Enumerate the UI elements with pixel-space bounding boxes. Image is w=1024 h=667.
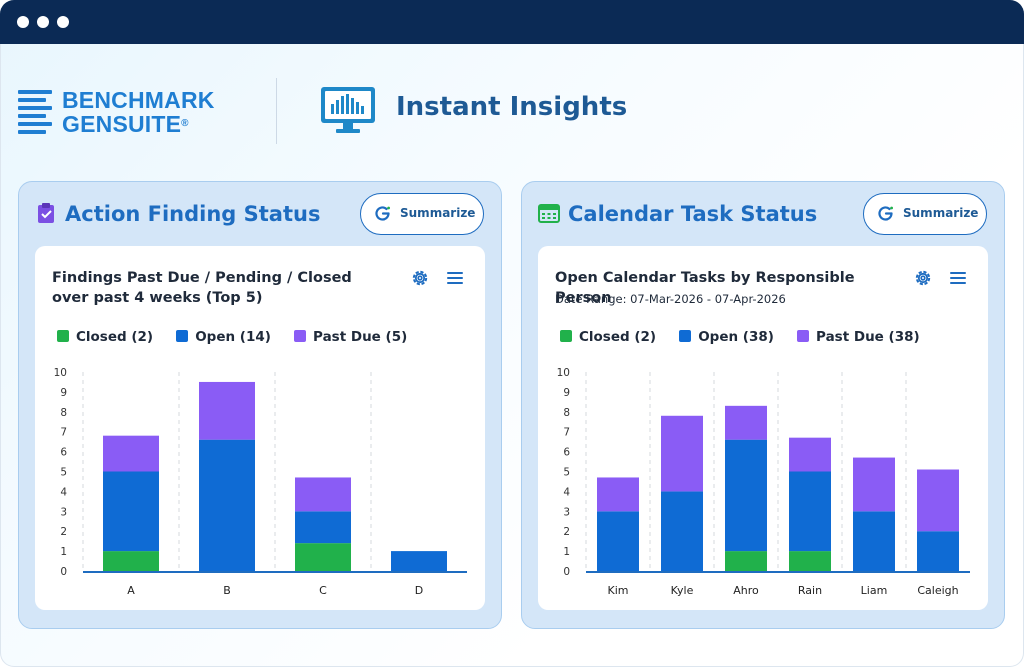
y-tick-label: 4	[563, 486, 570, 498]
window-dot-icon[interactable]	[37, 16, 49, 28]
y-tick-label: 10	[557, 367, 570, 379]
bar-segment-open[interactable]	[597, 511, 639, 571]
ai-summarize-icon	[878, 206, 893, 221]
summarize-label: Summarize	[400, 206, 476, 220]
benchmark-gensuite-logo: BENCHMARK GENSUITE®	[18, 88, 228, 136]
y-tick-label: 9	[60, 387, 67, 399]
y-tick-label: 2	[563, 526, 570, 538]
x-tick-label: C	[319, 584, 327, 597]
bar-segment-open[interactable]	[295, 511, 351, 544]
bar-segment-past_due[interactable]	[295, 477, 351, 512]
y-tick-label: 9	[563, 387, 570, 399]
brand-line-1: BENCHMARK	[62, 87, 215, 113]
x-tick-label: Ahro	[733, 584, 759, 597]
y-tick-label: 5	[60, 467, 67, 479]
panel-title: Action Finding Status	[65, 202, 321, 226]
window-titlebar	[0, 0, 1024, 44]
y-tick-label: 3	[60, 506, 67, 518]
bar-segment-open[interactable]	[917, 531, 959, 571]
y-tick-label: 4	[60, 486, 67, 498]
y-tick-label: 3	[563, 506, 570, 518]
y-tick-label: 8	[563, 407, 570, 419]
window-dot-icon[interactable]	[17, 16, 29, 28]
header-divider	[276, 78, 277, 144]
bar-segment-closed[interactable]	[725, 551, 767, 571]
bar-segment-open[interactable]	[103, 471, 159, 552]
bar-segment-past_due[interactable]	[661, 415, 703, 492]
gear-icon[interactable]	[913, 268, 933, 288]
chart-legend: Closed (2) Open (14) Past Due (5)	[57, 326, 425, 345]
x-tick-label: D	[415, 584, 423, 597]
calendar-icon	[538, 204, 560, 223]
ai-summarize-icon	[375, 206, 390, 221]
legend-item-open[interactable]: Open (14)	[176, 329, 271, 345]
chart-legend: Closed (2) Open (38) Past Due (38)	[560, 326, 938, 345]
date-range-subtitle: Date Range: 07-Mar-2026 - 07-Apr-2026	[555, 292, 786, 306]
bar-segment-closed[interactable]	[789, 551, 831, 571]
bar-segment-open[interactable]	[199, 439, 255, 571]
registered-mark: ®	[181, 118, 189, 129]
x-tick-label: Liam	[861, 584, 888, 597]
bar-segment-past_due[interactable]	[103, 435, 159, 472]
y-tick-label: 8	[60, 407, 67, 419]
summarize-button[interactable]: Summarize	[360, 193, 484, 235]
action-finding-panel: Action Finding Status Summarize Findings…	[18, 181, 502, 629]
x-tick-label: Rain	[798, 584, 822, 597]
y-tick-label: 6	[60, 447, 67, 459]
bar-segment-past_due[interactable]	[917, 469, 959, 532]
calendar-task-panel: Calendar Task Status Summarize Open Cale…	[521, 181, 1005, 629]
x-tick-label: Caleigh	[917, 584, 958, 597]
legend-item-closed[interactable]: Closed (2)	[560, 329, 656, 345]
y-tick-label: 0	[60, 566, 67, 578]
y-tick-label: 7	[60, 427, 67, 439]
x-tick-label: B	[223, 584, 231, 597]
chart-card: Open Calendar Tasks by Responsible Perso…	[538, 246, 988, 610]
bar-segment-closed[interactable]	[103, 551, 159, 571]
y-tick-label: 1	[60, 546, 67, 558]
bar-segment-past_due[interactable]	[199, 381, 255, 440]
y-tick-label: 1	[563, 546, 570, 558]
summarize-button[interactable]: Summarize	[863, 193, 987, 235]
legend-item-past-due[interactable]: Past Due (5)	[294, 329, 407, 345]
bar-segment-past_due[interactable]	[789, 437, 831, 472]
stacked-bar-chart: 0 1 2 3 4 5 6 7 8 9 10 A B C D	[54, 367, 467, 597]
bar-segment-open[interactable]	[853, 511, 895, 571]
panel-title: Calendar Task Status	[568, 202, 818, 226]
hamburger-menu-icon[interactable]	[445, 268, 465, 288]
bar-segment-closed[interactable]	[295, 543, 351, 571]
clipboard-check-icon	[38, 203, 54, 223]
bar-segment-open[interactable]	[661, 491, 703, 571]
bar-segment-past_due[interactable]	[725, 405, 767, 440]
y-tick-label: 5	[563, 467, 570, 479]
y-tick-label: 6	[563, 447, 570, 459]
logo-bars-icon	[18, 90, 52, 134]
bar-segment-past_due[interactable]	[853, 457, 895, 512]
y-tick-label: 2	[60, 526, 67, 538]
hamburger-menu-icon[interactable]	[948, 268, 968, 288]
y-tick-label: 0	[563, 566, 570, 578]
summarize-label: Summarize	[903, 206, 979, 220]
legend-item-open[interactable]: Open (38)	[679, 329, 774, 345]
chart-card: Findings Past Due / Pending / Closed ove…	[35, 246, 485, 610]
y-tick-label: 10	[54, 367, 67, 379]
stacked-bar-chart: 0 1 2 3 4 5 6 7 8 9 10 Kim Kyle Ahro Rain Liam Caleigh	[557, 367, 970, 597]
legend-item-past-due[interactable]: Past Due (38)	[797, 329, 920, 345]
monitor-chart-icon	[321, 87, 375, 133]
y-tick-label: 7	[563, 427, 570, 439]
chart-title: Findings Past Due / Pending / Closed ove…	[52, 270, 352, 306]
x-tick-label: Kyle	[671, 584, 694, 597]
gear-icon[interactable]	[410, 268, 430, 288]
window-dot-icon[interactable]	[57, 16, 69, 28]
legend-item-closed[interactable]: Closed (2)	[57, 329, 153, 345]
page-title: Instant Insights	[396, 92, 628, 122]
bar-segment-past_due[interactable]	[597, 477, 639, 512]
x-tick-label: A	[127, 584, 135, 597]
x-tick-label: Kim	[608, 584, 629, 597]
bar-segment-open[interactable]	[725, 439, 767, 552]
bar-segment-open[interactable]	[789, 471, 831, 552]
bar-segment-open[interactable]	[391, 551, 447, 571]
brand-line-2: GENSUITE	[62, 111, 182, 137]
chart-title: Open Calendar Tasks by Responsible Perso…	[555, 270, 855, 306]
